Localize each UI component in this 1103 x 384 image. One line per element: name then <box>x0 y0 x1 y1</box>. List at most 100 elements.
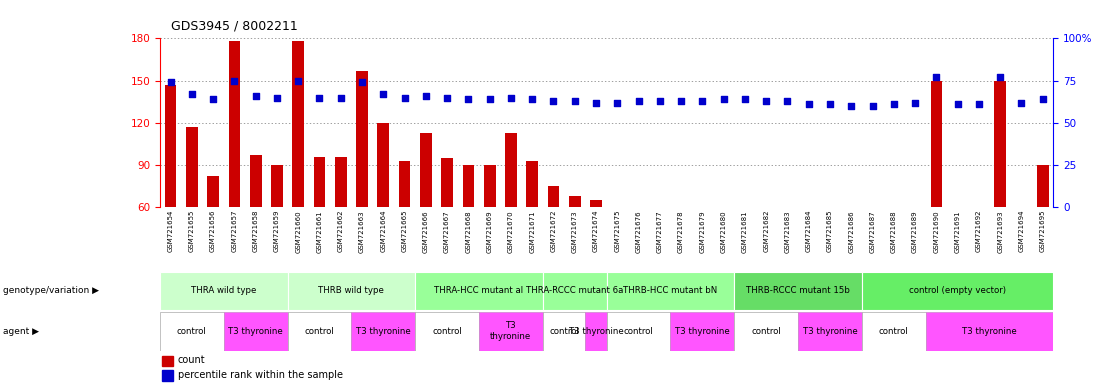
Bar <box>160 271 288 310</box>
Bar <box>271 165 282 292</box>
Point <box>1013 99 1030 106</box>
Bar <box>186 127 197 292</box>
Point <box>460 96 478 102</box>
Point <box>204 96 222 102</box>
Text: THRA-RCCC mutant 6a: THRA-RCCC mutant 6a <box>526 286 623 295</box>
Bar <box>590 200 602 292</box>
Bar <box>1037 165 1049 292</box>
Text: control: control <box>432 327 462 336</box>
Text: GSM721693: GSM721693 <box>997 210 1004 253</box>
Text: GSM721691: GSM721691 <box>954 210 961 253</box>
Point <box>928 74 945 80</box>
Bar <box>224 312 288 351</box>
Bar <box>356 71 368 292</box>
Text: GSM721669: GSM721669 <box>486 210 493 253</box>
Text: GSM721695: GSM721695 <box>1040 210 1046 252</box>
Bar <box>526 161 538 292</box>
Text: GSM721680: GSM721680 <box>720 210 727 253</box>
Text: GSM721658: GSM721658 <box>253 210 259 252</box>
Text: THRB wild type: THRB wild type <box>319 286 384 295</box>
Point <box>438 94 456 101</box>
Text: GSM721679: GSM721679 <box>699 210 706 253</box>
Bar <box>888 272 900 292</box>
Text: GSM721683: GSM721683 <box>784 210 791 253</box>
Bar <box>313 157 325 292</box>
Point <box>183 91 201 97</box>
Bar <box>973 271 985 292</box>
Bar <box>505 133 517 292</box>
Bar <box>352 312 415 351</box>
Point <box>694 98 711 104</box>
Text: THRA wild type: THRA wild type <box>191 286 256 295</box>
Point <box>715 96 732 102</box>
Point <box>225 78 243 84</box>
Bar <box>228 41 240 292</box>
Text: GSM721666: GSM721666 <box>422 210 429 253</box>
Text: agent ▶: agent ▶ <box>3 327 40 336</box>
Text: GSM721657: GSM721657 <box>232 210 237 252</box>
Bar <box>415 312 479 351</box>
Bar <box>288 312 352 351</box>
Bar <box>718 251 729 292</box>
Bar <box>952 272 964 292</box>
Text: control: control <box>751 327 781 336</box>
Point <box>907 99 924 106</box>
Text: GDS3945 / 8002211: GDS3945 / 8002211 <box>171 20 298 33</box>
Point <box>843 103 860 109</box>
Point <box>651 98 668 104</box>
Point <box>396 94 414 101</box>
Bar <box>162 356 173 366</box>
Bar <box>607 312 671 351</box>
Bar <box>782 257 793 292</box>
Point <box>162 79 180 85</box>
Text: GSM721684: GSM721684 <box>805 210 812 252</box>
Text: control: control <box>623 327 653 336</box>
Text: GSM721660: GSM721660 <box>296 210 301 253</box>
Point <box>587 99 604 106</box>
Point <box>523 96 540 102</box>
Text: GSM721663: GSM721663 <box>358 210 365 253</box>
Text: GSM721689: GSM721689 <box>912 210 918 253</box>
Bar <box>420 133 431 292</box>
Text: THRA-HCC mutant al: THRA-HCC mutant al <box>435 286 524 295</box>
Bar <box>569 196 580 292</box>
Bar <box>162 370 173 381</box>
Point <box>545 98 563 104</box>
Bar <box>484 165 495 292</box>
Point <box>800 101 817 108</box>
Bar <box>1016 260 1027 292</box>
Point <box>971 101 988 108</box>
Bar <box>739 250 751 292</box>
Text: GSM721662: GSM721662 <box>338 210 344 252</box>
Text: GSM721667: GSM721667 <box>445 210 450 253</box>
Point <box>885 101 902 108</box>
Bar <box>654 258 666 292</box>
Bar <box>931 81 942 292</box>
Text: control: control <box>879 327 909 336</box>
Text: GSM721664: GSM721664 <box>381 210 386 252</box>
Point <box>992 74 1009 80</box>
Point <box>353 79 371 85</box>
Text: genotype/variation ▶: genotype/variation ▶ <box>3 286 99 295</box>
Point <box>779 98 796 104</box>
Point <box>630 98 647 104</box>
Text: GSM721692: GSM721692 <box>976 210 982 252</box>
Point <box>864 103 881 109</box>
Bar <box>288 271 415 310</box>
Bar <box>292 41 304 292</box>
Text: control (empty vector): control (empty vector) <box>909 286 1006 295</box>
Text: GSM721674: GSM721674 <box>593 210 599 252</box>
Point <box>417 93 435 99</box>
Text: GSM721654: GSM721654 <box>168 210 173 252</box>
Bar <box>164 85 176 292</box>
Bar <box>845 278 857 292</box>
Text: GSM721673: GSM721673 <box>571 210 578 253</box>
Text: GSM721676: GSM721676 <box>635 210 642 253</box>
Bar <box>735 271 861 310</box>
Text: GSM721659: GSM721659 <box>274 210 280 252</box>
Point <box>502 94 520 101</box>
Bar <box>586 312 607 351</box>
Bar <box>479 312 543 351</box>
Bar <box>861 271 1053 310</box>
Text: GSM721685: GSM721685 <box>827 210 833 252</box>
